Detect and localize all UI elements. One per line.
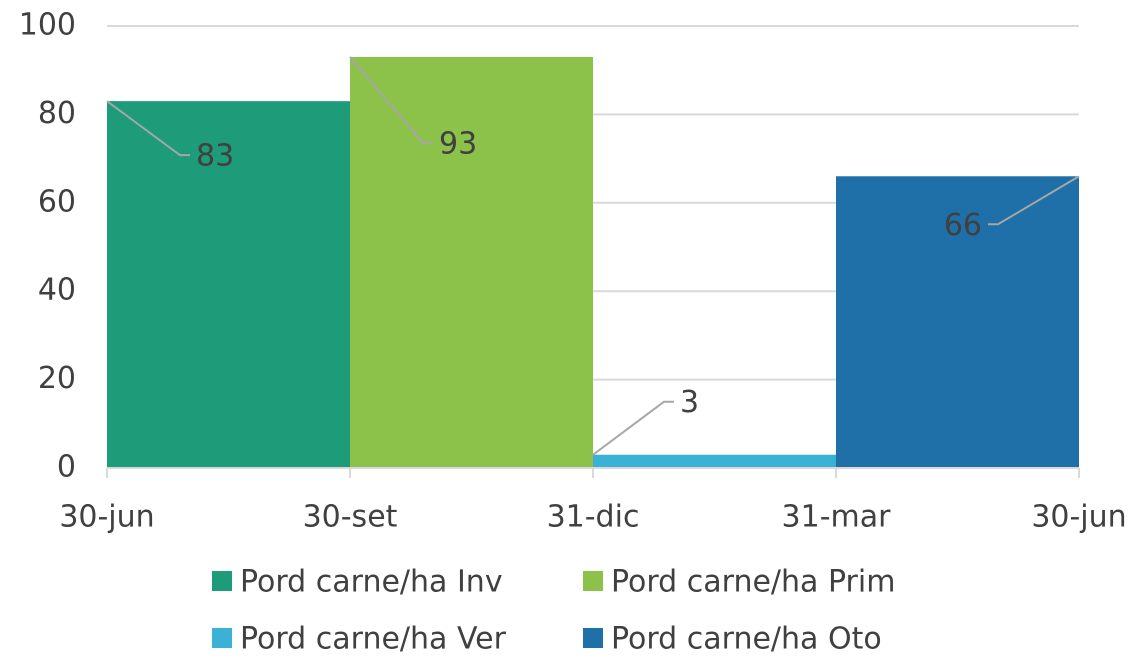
y-tick-label: 40 bbox=[38, 273, 76, 308]
y-tick-label: 60 bbox=[38, 184, 76, 219]
x-tick-label: 31-dic bbox=[547, 500, 640, 535]
x-tick-label: 30-set bbox=[303, 500, 398, 535]
data-label: 66 bbox=[944, 208, 982, 243]
bar bbox=[593, 454, 836, 468]
leader-line bbox=[106, 100, 190, 157]
y-tick-label: 0 bbox=[57, 450, 76, 485]
bar bbox=[107, 101, 350, 468]
bar bbox=[836, 176, 1079, 468]
data-label: 93 bbox=[439, 126, 477, 161]
legend-swatch bbox=[583, 571, 603, 591]
data-label: 83 bbox=[196, 139, 234, 174]
bar bbox=[350, 56, 593, 468]
y-tick-label: 100 bbox=[19, 8, 76, 43]
data-label: 3 bbox=[680, 385, 699, 420]
legend-label: Pord carne/ha Ver bbox=[240, 622, 507, 657]
legend-swatch bbox=[212, 628, 232, 648]
leader-line bbox=[592, 400, 674, 456]
legend-label: Pord carne/ha Prim bbox=[611, 565, 895, 600]
legend-swatch bbox=[583, 628, 603, 648]
leader-line bbox=[349, 56, 433, 144]
y-tick-label: 20 bbox=[38, 361, 76, 396]
x-tick-label: 30-jun bbox=[59, 500, 154, 535]
legend-label: Pord carne/ha Oto bbox=[611, 622, 882, 657]
legend-label: Pord carne/ha Inv bbox=[240, 565, 503, 600]
x-tick-label: 31-mar bbox=[782, 500, 892, 535]
legend-swatch bbox=[212, 571, 232, 591]
x-tick-label: 30-jun bbox=[1031, 500, 1126, 535]
leader-line bbox=[988, 175, 1080, 226]
y-tick-label: 80 bbox=[38, 96, 76, 131]
